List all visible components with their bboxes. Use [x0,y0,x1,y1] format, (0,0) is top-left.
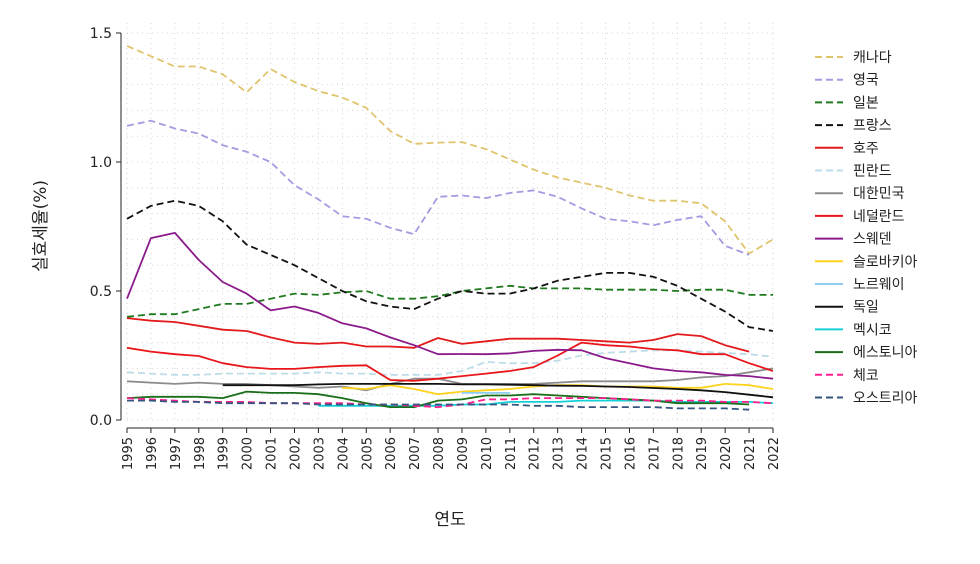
legend-label: 체코 [853,368,879,384]
series-line-네덜란드 [126,341,774,382]
x-tick-label: 2001 [265,437,280,470]
series-line-체코 [126,397,774,409]
x-tick-label: 2020 [719,437,734,470]
series-line-영국 [126,119,750,256]
x-tick-label: 2005 [360,437,375,470]
series-lines [126,45,774,411]
y-axis-label: 실효세율(%) [31,180,51,272]
x-tick-label: 1999 [217,437,232,470]
y-tick-label: 0.5 [90,284,112,300]
legend-label: 핀란드 [853,164,892,180]
x-tick-label: 2017 [647,437,662,470]
legend-label: 네덜란드 [853,209,905,225]
series-line-오스트리아 [127,399,750,411]
legend-label: 스웨덴 [853,232,892,248]
x-tick-label: 1995 [121,437,136,470]
axes: 0.0 0.5 1.0 1.5 1995 1996 1997 1998 1999 2000 2001… [90,26,782,470]
x-tick-label: 2004 [336,437,351,470]
x-tick-label: 2010 [480,437,495,470]
x-tick-label: 2021 [743,437,758,470]
series-line-멕시코 [318,399,774,407]
x-tick-label: 2019 [695,437,710,470]
x-tick-label: 2016 [623,437,638,470]
legend-label: 독일 [853,300,879,316]
legend-label: 멕시코 [853,322,892,338]
x-tick-label: 2000 [241,437,256,470]
x-tick-label: 1997 [169,437,184,470]
grid [126,23,775,421]
legend-label: 슬로바키아 [853,254,918,270]
legend-label: 오스트리아 [853,391,918,407]
series-line-호주 [126,317,750,353]
x-tick-label: 2007 [408,437,423,470]
y-tick-label: 1.5 [90,26,112,42]
x-tick-label: 1998 [193,437,208,470]
x-tick-label: 2022 [767,437,782,470]
x-tick-label: 2014 [576,437,591,470]
legend-label: 영국 [853,73,879,89]
x-tick-label: 2018 [671,437,686,470]
x-tick-label: 2011 [504,437,519,470]
legend-label: 호주 [853,141,879,157]
legend-label: 대한민국 [853,186,905,202]
legend-label: 캐나다 [853,50,892,66]
x-tick-label: 2015 [600,437,615,470]
legend-label: 노르웨이 [853,277,905,293]
legend-label: 일본 [853,95,879,111]
series-line-일본 [126,284,773,318]
series-line-프랑스 [126,199,774,332]
x-tick-label: 1996 [145,437,160,470]
y-tick-label: 0.0 [90,413,112,429]
series-line-스웨덴 [126,231,774,380]
x-tick-label: 2009 [456,437,471,470]
x-tick-label: 2003 [312,437,327,470]
legend-label: 에스토니아 [853,345,918,361]
x-tick-label: 2012 [528,437,543,470]
series-line-대한민국 [126,367,774,392]
x-tick-label: 2002 [288,437,303,470]
legend-label: 프랑스 [853,118,892,134]
x-tick-label: 2008 [432,437,447,470]
series-line-독일 [222,382,774,399]
x-axis-label: 연도 [434,510,465,530]
x-tick-label: 2006 [384,437,399,470]
legend: 캐나다영국일본프랑스호주핀란드대한민국네덜란드스웨덴슬로바키아노르웨이독일멕시코… [815,50,918,407]
x-tick-label: 2013 [552,437,567,470]
series-line-캐나다 [126,45,774,255]
y-tick-label: 1.0 [90,155,112,171]
